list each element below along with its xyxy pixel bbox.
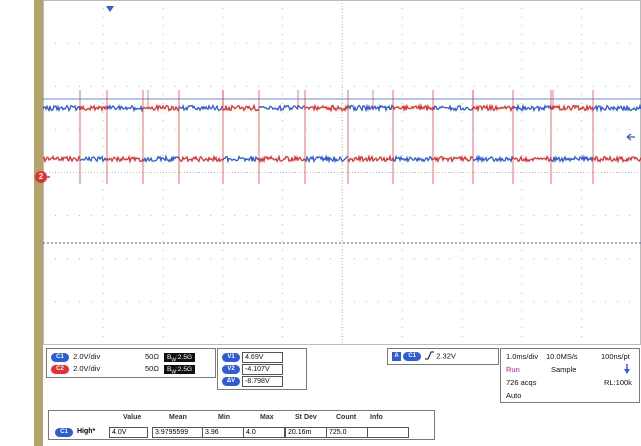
measurement-table[interactable]: Value Mean Min Max St Dev Count Info C1 … [48, 410, 435, 440]
header-info: Info [370, 414, 383, 421]
ch1-scale: 2.0V/div [73, 352, 100, 361]
measurement-source-badge[interactable]: C1 [55, 428, 73, 437]
ch2-bandwidth: BW:2.5G [164, 365, 195, 374]
trigger-level: 2.32V [436, 351, 456, 360]
trace-segment-low [259, 157, 305, 162]
ch1-badge[interactable]: C1 [51, 353, 69, 362]
ch2-scale: 2.0V/div [73, 364, 100, 373]
trace-segment-low [393, 157, 433, 162]
trace-segment-high [179, 106, 223, 111]
measurement-value: 4.0V [109, 427, 148, 438]
header-count: Count [336, 414, 356, 421]
sample-rate: 10.0MS/s [546, 352, 578, 361]
trace-segment-high [305, 106, 348, 111]
cursor-v1-row[interactable]: V1 4.69V [222, 352, 283, 363]
ch1-impedance: 50Ω [145, 352, 159, 361]
trace-segment-low [143, 157, 179, 162]
record-length: RL:100k [604, 378, 632, 387]
acq-count: 726 acqs [506, 378, 536, 387]
trigger-settings-box[interactable]: A C1 2.32V [387, 348, 499, 365]
trace-segment-high [593, 106, 641, 111]
cursor-v1-value: 4.69V [242, 352, 283, 363]
trigger-level-arrow-icon [627, 134, 635, 140]
waveform-traces [43, 90, 641, 184]
trace-segment-low [348, 157, 393, 162]
rising-edge-icon [425, 351, 434, 362]
measurement-min: 3.96 [202, 427, 244, 438]
trace-segment-high [513, 106, 551, 111]
ch1-bandwidth: BW:2.5G [164, 353, 195, 362]
trace-segment-high [223, 106, 259, 111]
waveform-canvas [43, 0, 641, 345]
cursor-v2-value: -4.107V [242, 364, 283, 375]
header-stdev: St Dev [295, 414, 317, 421]
measurement-max: 4.0 [243, 427, 285, 438]
trace-segment-high [143, 106, 179, 111]
ch2-ground-label: 2 [39, 172, 43, 181]
trigger-position-icon [106, 6, 114, 12]
resolution: 100ns/pt [601, 352, 630, 361]
arrow-down-icon [624, 364, 630, 376]
cursor-v1-badge: V1 [222, 353, 240, 362]
screen-markers [45, 6, 635, 177]
trace-segment-low [223, 157, 259, 162]
trace-segment-high [348, 106, 393, 111]
measurement-count: 725.0 [326, 427, 368, 438]
trace-segment-high [551, 106, 593, 111]
ch2-impedance-bw: 50Ω BW:2.5G [145, 364, 195, 374]
settings-panel: C1 2.0V/div 50Ω BW:2.5G C2 2.0V/div 50Ω … [43, 348, 641, 408]
cursor-delta-badge: ΔV [222, 377, 240, 386]
trace-segment-low [80, 157, 107, 161]
trace-segment-low [593, 157, 641, 162]
trace-segment-low [305, 157, 348, 162]
cursor-v2-badge: V2 [222, 365, 240, 374]
cursor-delta-value: -8.798V [242, 376, 283, 387]
header-value: Value [123, 414, 141, 421]
trigger-row: A C1 2.32V [392, 351, 456, 362]
trigger-mode: Auto [506, 391, 521, 400]
header-max: Max [260, 414, 274, 421]
cursor-delta-row[interactable]: ΔV -8.798V [222, 376, 283, 387]
channel-row-2[interactable]: C2 2.0V/div [51, 364, 100, 374]
trace-segment-high [43, 106, 80, 111]
timebase: 1.0ms/div [506, 352, 538, 361]
trigger-mode-badge: A [392, 352, 401, 361]
measurement-mean: 3.9795599 [152, 427, 203, 438]
waveform-graticule[interactable]: 2 [43, 0, 641, 345]
acq-mode: Sample [551, 365, 576, 374]
trace-segment-high [473, 106, 513, 111]
ch2-ground-marker[interactable]: 2 [35, 171, 47, 183]
trigger-source-badge: C1 [403, 352, 421, 361]
measurement-name: High* [77, 428, 95, 435]
trace-segment-high [107, 106, 143, 111]
cursor-readout-box[interactable]: V1 4.69V V2 -4.107V ΔV -8.798V [217, 348, 307, 390]
ch2-badge[interactable]: C2 [51, 365, 69, 374]
ch1-impedance-bw: 50Ω BW:2.5G [145, 352, 195, 362]
channel-settings-box[interactable]: C1 2.0V/div 50Ω BW:2.5G C2 2.0V/div 50Ω … [46, 348, 216, 378]
trace-segment-low [43, 157, 80, 162]
header-min: Min [218, 414, 230, 421]
trace-segment-low [551, 157, 593, 162]
trace-segment-low [107, 157, 143, 162]
trace-segment-low [179, 157, 223, 162]
screen-bezel [34, 0, 43, 446]
trace-segment-high [433, 106, 473, 111]
measurement-stdev: 20.16m [285, 427, 327, 438]
trace-segment-low [513, 157, 551, 162]
acquisition-box[interactable]: 1.0ms/div 10.0MS/s 100ns/pt Run Sample 7… [500, 348, 640, 403]
trace-segment-low [433, 157, 473, 162]
cursor-v2-row[interactable]: V2 -4.107V [222, 364, 283, 375]
trace-segment-low [473, 157, 513, 162]
channel-row-1[interactable]: C1 2.0V/div [51, 352, 100, 362]
trace-segment-high [393, 106, 433, 111]
trace-segment-high [80, 106, 107, 110]
run-state[interactable]: Run [506, 365, 520, 374]
ch2-impedance: 50Ω [145, 364, 159, 373]
header-mean: Mean [169, 414, 187, 421]
measurement-info [367, 427, 409, 438]
